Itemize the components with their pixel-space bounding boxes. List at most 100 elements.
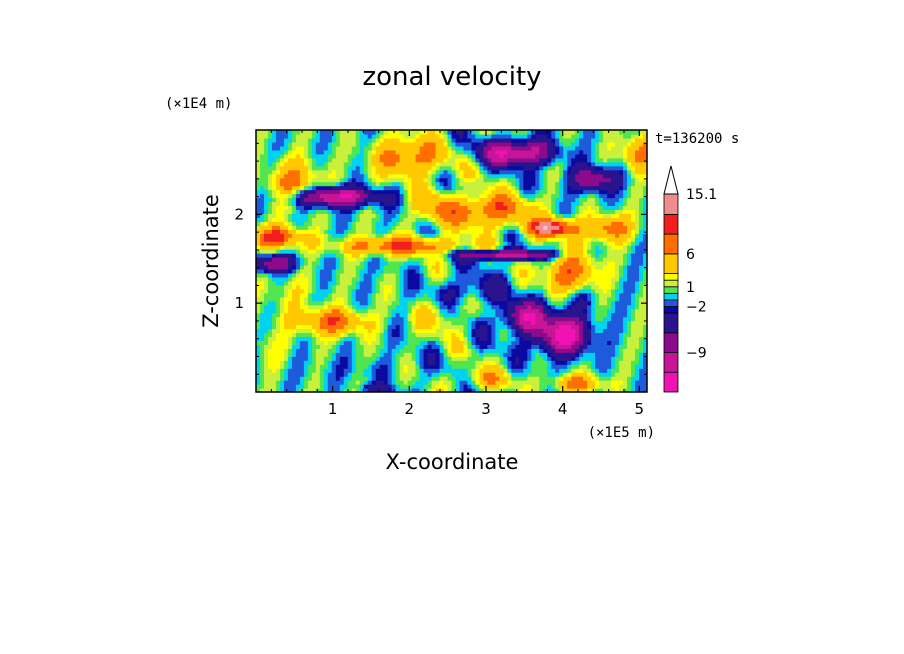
heatmap-cell	[591, 237, 596, 242]
heatmap-cell	[439, 249, 445, 254]
heatmap-cell	[595, 360, 600, 365]
heatmap-cell	[407, 284, 413, 290]
heatmap-cell	[455, 376, 461, 381]
heatmap-cell	[479, 360, 485, 365]
heatmap-cell	[551, 332, 556, 338]
heatmap-cell	[511, 368, 516, 373]
heatmap-cell	[327, 237, 333, 242]
heatmap-cell	[315, 356, 321, 361]
heatmap-cell	[375, 300, 381, 306]
heatmap-cell	[579, 225, 584, 230]
heatmap-cell	[487, 193, 492, 199]
heatmap-cell	[307, 364, 313, 369]
heatmap-cell	[519, 312, 524, 318]
heatmap-cell	[267, 344, 273, 349]
heatmap-cell	[495, 328, 500, 334]
heatmap-cell	[555, 388, 560, 392]
heatmap-cell	[623, 292, 628, 298]
heatmap-cell	[331, 213, 337, 218]
heatmap-cell	[499, 352, 504, 357]
heatmap-cell	[467, 372, 473, 377]
heatmap-cell	[351, 328, 357, 334]
heatmap-cell	[387, 352, 393, 357]
heatmap-cell	[323, 276, 329, 282]
heatmap-cell	[367, 300, 373, 306]
heatmap-cell	[507, 292, 512, 298]
heatmap-cell	[431, 284, 437, 290]
heatmap-cell	[471, 261, 477, 266]
heatmap-cell	[295, 197, 301, 203]
heatmap-cell	[495, 304, 500, 310]
heatmap-cell	[475, 189, 481, 195]
heatmap-cell	[499, 296, 504, 302]
heatmap-cell	[263, 189, 269, 195]
heatmap-cell	[395, 292, 401, 298]
heatmap-cell	[459, 312, 465, 318]
heatmap-cell	[575, 221, 580, 226]
heatmap-cell	[291, 372, 297, 377]
heatmap-cell	[439, 201, 445, 207]
heatmap-cell	[451, 264, 457, 270]
heatmap-cell	[363, 348, 369, 353]
heatmap-cell	[295, 268, 301, 274]
heatmap-cell	[551, 308, 556, 314]
heatmap-cell	[523, 372, 528, 377]
heatmap-cell	[643, 288, 647, 294]
heatmap-cell	[587, 324, 592, 330]
heatmap-cell	[579, 257, 584, 262]
heatmap-cell	[295, 368, 301, 373]
heatmap-cell	[491, 197, 496, 203]
heatmap-cell	[423, 316, 429, 322]
heatmap-cell	[491, 237, 496, 242]
heatmap-cell	[263, 225, 269, 230]
heatmap-cell	[355, 312, 361, 318]
heatmap-cell	[411, 249, 417, 254]
heatmap-cell	[307, 304, 313, 310]
heatmap-cell	[387, 209, 393, 214]
heatmap-cell	[639, 221, 644, 226]
heatmap-cell	[271, 197, 277, 203]
heatmap-cell	[595, 253, 600, 258]
heatmap-cell	[583, 360, 588, 365]
heatmap-cell	[491, 360, 496, 365]
heatmap-cell	[451, 316, 457, 322]
heatmap-cell	[539, 300, 544, 306]
heatmap-cell	[579, 264, 584, 270]
heatmap-cell	[519, 292, 524, 298]
heatmap-cell	[515, 245, 520, 250]
heatmap-cell	[323, 284, 329, 290]
heatmap-cell	[491, 320, 496, 326]
heatmap-cell	[347, 197, 353, 203]
heatmap-cell	[347, 368, 353, 373]
heatmap-cell	[431, 388, 437, 392]
heatmap-cell	[359, 300, 365, 306]
heatmap-cell	[627, 280, 632, 286]
heatmap-cell	[631, 217, 636, 222]
heatmap-cell	[287, 352, 293, 357]
heatmap-cell	[367, 197, 373, 203]
heatmap-cell	[631, 368, 636, 373]
heatmap-cell	[599, 348, 604, 353]
heatmap-cell	[315, 249, 321, 254]
heatmap-cell	[299, 328, 305, 334]
heatmap-cell	[363, 201, 369, 207]
heatmap-cell	[279, 197, 285, 203]
heatmap-cell	[435, 276, 441, 282]
heatmap-cell	[419, 268, 425, 274]
heatmap-cell	[403, 284, 409, 290]
heatmap-cell	[391, 348, 397, 353]
heatmap-cell	[327, 209, 333, 214]
heatmap-cell	[631, 296, 636, 302]
heatmap-cell	[311, 280, 317, 286]
heatmap-cell	[539, 336, 544, 341]
heatmap-cell	[355, 380, 361, 385]
heatmap-cell	[467, 229, 473, 234]
heatmap-cell	[319, 193, 325, 199]
heatmap-cell	[503, 268, 508, 274]
heatmap-cell	[563, 296, 568, 302]
heatmap-cell	[555, 229, 560, 234]
heatmap-cell	[587, 296, 592, 302]
heatmap-cell	[579, 229, 584, 234]
heatmap-cell	[379, 237, 385, 242]
heatmap-cell	[375, 229, 381, 234]
